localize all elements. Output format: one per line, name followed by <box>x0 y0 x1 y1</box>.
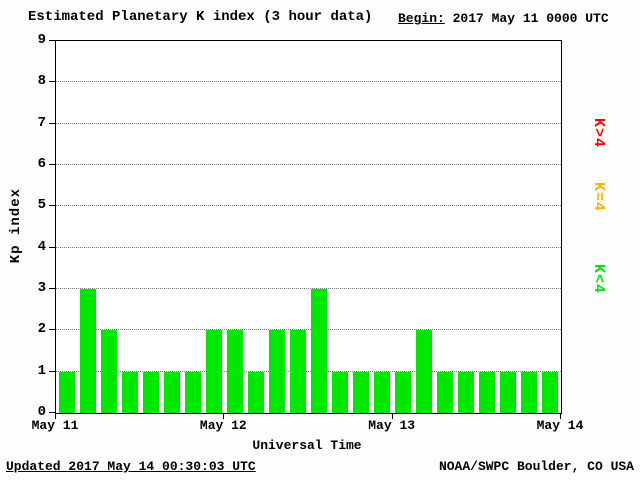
x-tick-mark-1 <box>223 413 225 419</box>
legend-item-K-4: K<4 <box>590 264 607 295</box>
y-tick-label-6: 6 <box>37 156 46 172</box>
gridline-kp-7 <box>56 122 561 124</box>
x-tick-mark-3 <box>560 413 561 419</box>
x-tick-label-may-11: May 11 <box>31 418 79 433</box>
x-tick-label-may-14: May 14 <box>536 418 584 433</box>
kp-bar <box>58 371 75 413</box>
kp-bar <box>332 371 349 413</box>
y-tick-label-0: 0 <box>37 404 46 420</box>
x-tick-label-may-13: May 13 <box>368 418 416 433</box>
kp-bar <box>395 371 412 413</box>
kp-bar <box>121 371 138 413</box>
kp-bar <box>374 371 391 413</box>
legend-item-K-4: K=4 <box>590 182 607 213</box>
gridline-kp-8 <box>56 81 561 83</box>
y-tick-label-8: 8 <box>37 73 46 90</box>
kp-bar <box>205 330 222 413</box>
gridline-kp-1 <box>56 370 561 372</box>
y-tick-mark-0 <box>49 412 55 413</box>
kp-bar <box>437 371 454 413</box>
kp-bar <box>289 330 306 413</box>
kp-bar <box>311 289 328 413</box>
y-tick-label-5: 5 <box>37 197 46 214</box>
y-tick-label-3: 3 <box>37 280 46 296</box>
kp-bar <box>542 371 559 413</box>
x-tick-mark-2 <box>391 413 393 419</box>
y-tick-label-2: 2 <box>37 321 46 338</box>
y-tick-mark-8 <box>49 81 55 83</box>
y-tick-mark-9 <box>49 40 55 41</box>
kp-bar <box>247 371 264 413</box>
gridline-kp-2 <box>56 329 561 331</box>
begin-label: Begin: <box>398 11 445 26</box>
y-tick-mark-7 <box>49 122 55 124</box>
kp-bar <box>479 371 496 413</box>
kp-bar <box>416 330 433 413</box>
kp-bar <box>79 289 96 413</box>
kp-bar <box>268 330 285 413</box>
kp-bar <box>353 371 370 413</box>
kp-bar <box>521 371 538 413</box>
kp-bar <box>226 330 243 413</box>
y-tick-mark-3 <box>49 288 55 289</box>
y-tick-mark-6 <box>49 164 55 165</box>
y-tick-mark-1 <box>49 370 55 372</box>
begin-group: Begin: 2017 May 11 0000 UTC <box>398 11 609 26</box>
begin-value: 2017 May 11 0000 UTC <box>452 11 609 26</box>
kp-bar <box>458 371 475 413</box>
gridline-kp-5 <box>56 205 561 207</box>
x-tick-mark-0 <box>55 413 56 419</box>
y-tick-label-7: 7 <box>37 114 46 131</box>
kp-bar <box>184 371 201 413</box>
kp-bar <box>142 371 159 413</box>
y-tick-label-4: 4 <box>37 238 46 255</box>
kp-bar <box>500 371 517 413</box>
y-tick-label-1: 1 <box>37 362 46 379</box>
y-tick-mark-4 <box>49 246 55 248</box>
legend-item-K-4: K>4 <box>590 118 607 149</box>
gridline-kp-6 <box>56 164 561 165</box>
source-text: NOAA/SWPC Boulder, CO USA <box>438 459 634 474</box>
y-axis-title: Kp index <box>8 188 24 264</box>
y-tick-mark-5 <box>49 205 55 207</box>
gridline-kp-3 <box>56 288 561 289</box>
kp-bar <box>100 330 117 413</box>
updated-text: Updated 2017 May 14 00:30:03 UTC <box>6 459 256 474</box>
kp-bar <box>163 371 180 413</box>
x-tick-label-may-12: May 12 <box>199 418 247 433</box>
x-axis-title: Universal Time <box>252 438 362 453</box>
gridline-kp-4 <box>56 246 561 248</box>
y-tick-mark-2 <box>49 329 55 331</box>
plot-area <box>55 40 562 414</box>
chart-title: Estimated Planetary K index (3 hour data… <box>28 9 373 25</box>
y-tick-label-9: 9 <box>37 32 46 48</box>
